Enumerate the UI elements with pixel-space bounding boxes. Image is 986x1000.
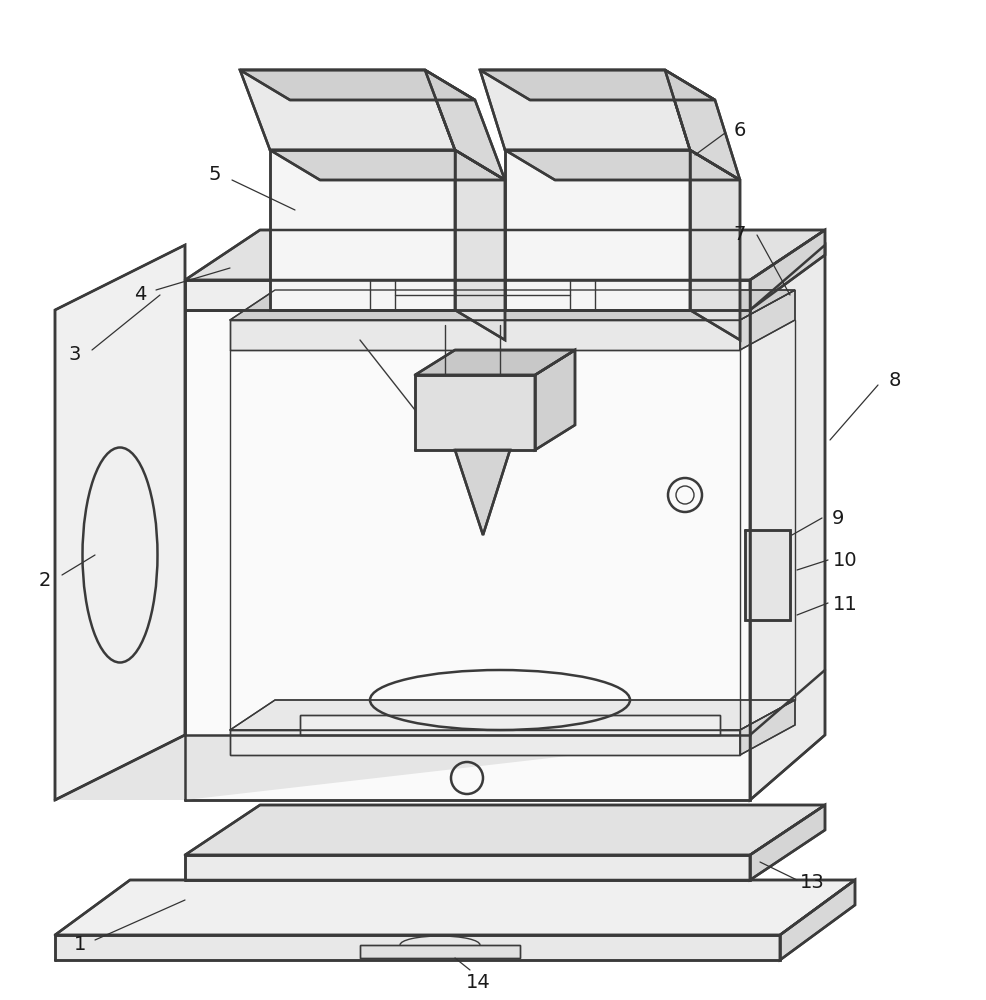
Text: 11: 11 [832,595,857,614]
Text: 14: 14 [465,974,490,992]
Text: 1: 1 [74,936,86,954]
Polygon shape [740,290,794,350]
Text: 6: 6 [733,120,745,139]
Polygon shape [534,350,575,450]
Text: 7: 7 [733,226,745,244]
Polygon shape [184,280,749,310]
Polygon shape [55,880,854,935]
Polygon shape [749,245,824,800]
Polygon shape [55,735,749,800]
Polygon shape [749,230,824,310]
Polygon shape [740,700,794,755]
Text: 13: 13 [799,874,823,892]
Text: 3: 3 [69,346,81,364]
Polygon shape [240,70,474,100]
Polygon shape [749,805,824,880]
Polygon shape [425,70,505,180]
Polygon shape [505,150,740,180]
Polygon shape [300,715,719,735]
Text: 9: 9 [831,508,843,528]
Polygon shape [270,150,455,310]
Polygon shape [270,150,505,180]
Polygon shape [479,70,714,100]
Text: 10: 10 [832,550,857,570]
Polygon shape [665,70,740,180]
Polygon shape [184,805,824,855]
Polygon shape [55,245,184,800]
Polygon shape [744,530,789,620]
Polygon shape [479,70,689,150]
Polygon shape [505,150,689,310]
Polygon shape [230,730,740,755]
Polygon shape [184,855,749,880]
Polygon shape [184,230,824,280]
Polygon shape [184,310,749,800]
Text: 4: 4 [134,286,146,304]
Polygon shape [360,945,520,958]
Polygon shape [689,150,740,340]
Polygon shape [779,880,854,960]
Polygon shape [230,700,794,730]
Polygon shape [414,375,534,450]
Text: 8: 8 [888,370,900,389]
Polygon shape [230,290,794,320]
Polygon shape [455,450,510,535]
Polygon shape [455,150,505,340]
Text: 5: 5 [208,165,221,184]
Text: 2: 2 [38,570,51,589]
Polygon shape [55,935,779,960]
Polygon shape [240,70,455,150]
Polygon shape [414,350,575,375]
Polygon shape [230,320,740,350]
